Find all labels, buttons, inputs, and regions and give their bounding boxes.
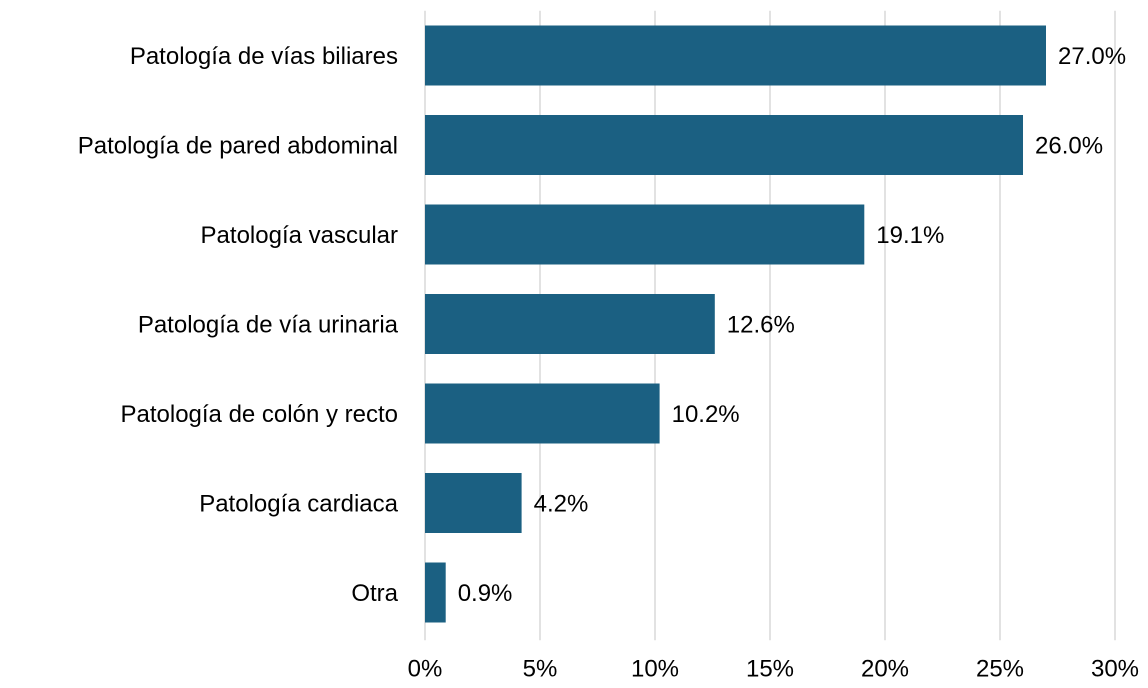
- x-tick-label: 10%: [631, 655, 679, 682]
- bar: [425, 294, 715, 354]
- bar: [425, 562, 446, 623]
- y-tick-label: Patología de pared abdominal: [78, 132, 398, 159]
- value-label: 0.9%: [458, 580, 513, 607]
- y-tick-label: Patología vascular: [201, 222, 398, 249]
- bar: [425, 473, 522, 533]
- x-tick-label: 25%: [976, 655, 1024, 682]
- value-label: 4.2%: [534, 490, 589, 517]
- x-tick-label: 15%: [746, 655, 794, 682]
- y-tick-label: Patología de vía urinaria: [138, 311, 399, 338]
- y-tick-label: Patología cardiaca: [199, 490, 398, 517]
- x-tick-label: 20%: [861, 655, 909, 682]
- bar: [425, 25, 1046, 86]
- bar: [425, 383, 660, 444]
- value-label: 26.0%: [1035, 132, 1103, 159]
- bar: [425, 204, 865, 265]
- y-tick-label: Otra: [351, 580, 398, 607]
- value-label: 27.0%: [1058, 43, 1126, 70]
- bar: [425, 115, 1023, 175]
- value-label: 19.1%: [876, 222, 944, 249]
- y-tick-label: Patología de colón y recto: [120, 401, 398, 428]
- value-label: 10.2%: [672, 401, 740, 428]
- value-label: 12.6%: [727, 311, 795, 338]
- x-tick-label: 0%: [408, 655, 443, 682]
- x-tick-label: 30%: [1091, 655, 1139, 682]
- y-tick-label: Patología de vías biliares: [130, 43, 398, 70]
- x-tick-label: 5%: [523, 655, 558, 682]
